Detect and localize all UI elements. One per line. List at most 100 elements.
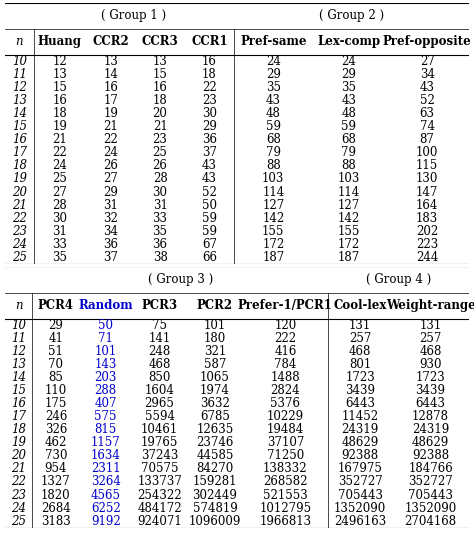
Text: 70575: 70575 — [141, 463, 178, 475]
Text: Pref-opposite: Pref-opposite — [383, 35, 472, 49]
Text: n: n — [16, 35, 23, 49]
Text: 63: 63 — [419, 107, 435, 120]
Text: 19765: 19765 — [141, 437, 178, 449]
Text: 48: 48 — [266, 107, 281, 120]
Text: 15: 15 — [12, 120, 27, 133]
Text: 23: 23 — [153, 133, 167, 146]
Text: 20: 20 — [11, 449, 26, 462]
Text: 172: 172 — [337, 238, 360, 251]
Text: 59: 59 — [202, 212, 217, 224]
Text: CCR3: CCR3 — [142, 35, 178, 49]
Text: 130: 130 — [416, 173, 438, 185]
Text: 131: 131 — [419, 319, 442, 332]
Text: 44585: 44585 — [196, 449, 234, 462]
Text: 131: 131 — [349, 319, 371, 332]
Text: 38: 38 — [153, 251, 167, 264]
Text: 1723: 1723 — [345, 371, 375, 384]
Text: 127: 127 — [262, 199, 284, 212]
Text: 930: 930 — [419, 358, 442, 371]
Text: 33: 33 — [53, 238, 67, 251]
Text: 2684: 2684 — [41, 502, 71, 514]
Text: 16: 16 — [11, 397, 26, 410]
Text: 5376: 5376 — [270, 397, 301, 410]
Text: 29: 29 — [341, 68, 356, 81]
Text: 87: 87 — [419, 133, 435, 146]
Text: 1096009: 1096009 — [189, 515, 241, 528]
Text: 70: 70 — [48, 358, 64, 371]
Text: 110: 110 — [45, 384, 67, 397]
Text: 52: 52 — [202, 185, 217, 198]
Text: 12: 12 — [53, 55, 67, 68]
Text: 50: 50 — [98, 319, 113, 332]
Text: 175: 175 — [45, 397, 67, 410]
Text: 28: 28 — [153, 173, 167, 185]
Text: 24: 24 — [11, 502, 26, 514]
Text: 1157: 1157 — [91, 437, 120, 449]
Text: 223: 223 — [416, 238, 438, 251]
Text: ( Group 2 ): ( Group 2 ) — [319, 9, 384, 22]
Text: 19: 19 — [53, 120, 67, 133]
Text: 254322: 254322 — [137, 489, 182, 502]
Text: 71: 71 — [98, 332, 113, 345]
Text: 22: 22 — [202, 81, 217, 94]
Text: 257: 257 — [349, 332, 371, 345]
Text: 20: 20 — [12, 185, 27, 198]
Text: 74: 74 — [419, 120, 435, 133]
Text: 1488: 1488 — [271, 371, 300, 384]
Text: 85: 85 — [48, 371, 64, 384]
Text: 587: 587 — [204, 358, 226, 371]
Text: 59: 59 — [202, 225, 217, 238]
Text: 18: 18 — [153, 94, 167, 107]
Text: 26: 26 — [153, 159, 167, 172]
Text: 21: 21 — [11, 463, 26, 475]
Text: 27: 27 — [103, 173, 118, 185]
Text: 19484: 19484 — [267, 423, 304, 436]
Text: 66: 66 — [202, 251, 217, 264]
Text: 16: 16 — [103, 81, 118, 94]
Text: 164: 164 — [416, 199, 438, 212]
Text: 850: 850 — [148, 371, 171, 384]
Text: 1604: 1604 — [145, 384, 174, 397]
Text: 142: 142 — [262, 212, 284, 224]
Text: 120: 120 — [274, 319, 297, 332]
Text: 24: 24 — [53, 159, 67, 172]
Text: 36: 36 — [103, 238, 118, 251]
Text: 6443: 6443 — [416, 397, 446, 410]
Text: 43: 43 — [341, 94, 356, 107]
Text: 17: 17 — [103, 94, 118, 107]
Text: 92388: 92388 — [412, 449, 449, 462]
Text: 187: 187 — [262, 251, 284, 264]
Text: 705443: 705443 — [337, 489, 383, 502]
Text: 352727: 352727 — [408, 475, 453, 488]
Text: 1012795: 1012795 — [259, 502, 311, 514]
Text: 115: 115 — [416, 159, 438, 172]
Text: 14: 14 — [12, 107, 27, 120]
Text: 222: 222 — [274, 332, 296, 345]
Text: 468: 468 — [349, 345, 371, 358]
Text: 51: 51 — [48, 345, 64, 358]
Text: 37243: 37243 — [141, 449, 178, 462]
Text: 248: 248 — [148, 345, 171, 358]
Text: 575: 575 — [94, 410, 117, 423]
Text: 13: 13 — [53, 68, 67, 81]
Text: 52: 52 — [419, 94, 435, 107]
Text: 3264: 3264 — [91, 475, 120, 488]
Text: 1974: 1974 — [200, 384, 230, 397]
Text: 13: 13 — [103, 55, 118, 68]
Text: 468: 468 — [419, 345, 442, 358]
Text: 84270: 84270 — [196, 463, 234, 475]
Text: 13: 13 — [153, 55, 167, 68]
Text: 24319: 24319 — [412, 423, 449, 436]
Text: 484172: 484172 — [137, 502, 182, 514]
Text: 11452: 11452 — [341, 410, 379, 423]
Text: 268582: 268582 — [263, 475, 308, 488]
Text: 321: 321 — [204, 345, 226, 358]
Text: 23: 23 — [11, 489, 26, 502]
Text: PCR2: PCR2 — [197, 299, 233, 312]
Text: 1820: 1820 — [41, 489, 71, 502]
Text: 22: 22 — [53, 147, 67, 159]
Text: 29: 29 — [266, 68, 281, 81]
Text: 35: 35 — [153, 225, 168, 238]
Text: 9192: 9192 — [91, 515, 120, 528]
Text: 19: 19 — [11, 437, 26, 449]
